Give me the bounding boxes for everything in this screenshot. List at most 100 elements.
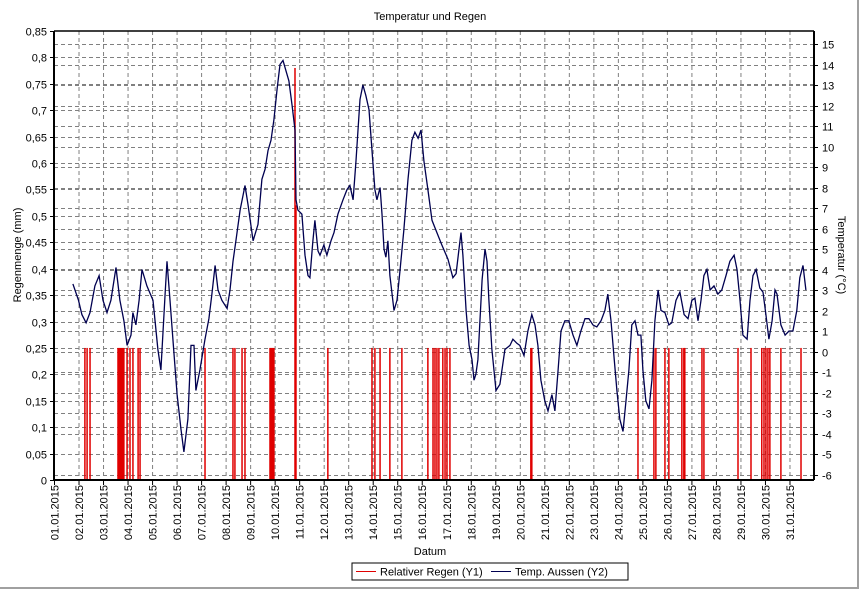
rain-bar: [379, 347, 381, 480]
x-tick-label: 04.01.2015: [123, 485, 135, 540]
x-tick-label: 09.01.2015: [246, 485, 258, 540]
axes: 01.01.2015 02.01.2015 03.01.2015 04.01.2015…: [26, 27, 835, 541]
x-tick-label: 19.01.2015: [491, 485, 503, 540]
x-tick-label: 11.01.2015: [295, 485, 307, 539]
grid: [54, 31, 814, 480]
rain-bar: [232, 347, 234, 480]
x-tick-label: 23.01.2015: [589, 485, 601, 540]
rain-bar: [664, 347, 666, 480]
x-tick-label: 16.01.2015: [417, 485, 429, 540]
x-tick-label: 31.01.2015: [785, 485, 797, 540]
rain-bar: [530, 347, 532, 480]
x-tick-label: 28.01.2015: [711, 485, 723, 540]
x-tick-label: 27.01.2015: [687, 485, 699, 540]
y2-tick-label: 5: [822, 245, 828, 257]
rain-bar: [750, 347, 752, 480]
y2-tick-label: 11: [822, 122, 833, 134]
x-tick-label: 14.01.2015: [368, 485, 380, 540]
y2-tick-label: 14: [822, 61, 834, 73]
rain-bar: [800, 347, 802, 480]
rain-bar: [653, 347, 655, 480]
rain-bar: [765, 347, 767, 480]
rain-bar: [272, 347, 274, 480]
x-tick-label: 29.01.2015: [736, 485, 748, 540]
rain-bar: [374, 347, 376, 480]
legend: Relativer Regen (Y1) Temp. Aussen (Y2): [351, 562, 629, 581]
y2-tick-label: 2: [822, 307, 828, 319]
y2-tick-label: -5: [822, 450, 832, 462]
rain-bar: [234, 347, 236, 480]
y2-tick-label: 3: [822, 286, 828, 298]
x-tick-label: 26.01.2015: [662, 485, 674, 540]
rain-bar: [442, 347, 444, 480]
rain-bar: [763, 347, 765, 480]
y2-tick-label: 1: [822, 327, 828, 339]
rain-bar: [120, 347, 122, 480]
x-tick-label: 25.01.2015: [638, 485, 650, 540]
rain-bar: [761, 347, 763, 480]
y2-tick-label: 7: [822, 204, 828, 216]
x-tick-label: 24.01.2015: [613, 485, 625, 540]
y1-tick-label: 0,45: [26, 238, 47, 250]
rain-bar: [637, 347, 639, 480]
y2-tick-label: 8: [822, 184, 828, 196]
y1-tick-label: 0,85: [26, 27, 47, 39]
x-tick-label: 15.01.2015: [393, 485, 405, 540]
rain-bar: [269, 347, 271, 480]
y1-tick-label: 0,5: [32, 212, 47, 224]
rain-bar: [121, 347, 123, 480]
rain-bar: [668, 347, 670, 480]
y2-axis-label: Temperatur (°C): [835, 216, 847, 294]
rain-bar: [117, 347, 119, 480]
rain-bar: [767, 347, 769, 480]
rain-bar: [294, 67, 296, 480]
x-tick-label: 06.01.2015: [172, 485, 184, 540]
rain-bar: [89, 347, 91, 480]
y1-tick-label: 0,55: [26, 185, 47, 197]
y2-tick-label: -2: [822, 389, 832, 401]
rain-bar: [531, 347, 533, 480]
x-axis-label: Datum: [414, 546, 446, 558]
rain-bar: [122, 347, 124, 480]
x-tick-label: 30.01.2015: [760, 485, 772, 540]
rain-bar: [434, 347, 436, 480]
y1-tick-label: 0,3: [32, 318, 47, 330]
rain-bar: [137, 347, 139, 480]
y2-tick-label: -4: [822, 430, 832, 442]
x-tick-label: 22.01.2015: [564, 485, 576, 540]
x-tick-label: 17.01.2015: [442, 485, 454, 540]
y1-tick-label: 0,25: [26, 344, 47, 356]
x-tick-label: 10.01.2015: [270, 485, 282, 540]
rain-bar: [444, 347, 446, 480]
y2-tick-label: 13: [822, 81, 834, 93]
y2-tick-label: -1: [822, 368, 832, 380]
y1-tick-label: 0,8: [32, 53, 47, 65]
rain-bar: [703, 347, 705, 480]
rain-bar: [681, 347, 683, 480]
rain-bar: [780, 347, 782, 480]
rain-bar: [449, 347, 451, 480]
rain-bar: [86, 347, 88, 480]
rain-bar: [436, 347, 438, 480]
y2-tick-label: 6: [822, 225, 828, 237]
x-tick-label: 21.01.2015: [540, 485, 552, 540]
y1-tick-label: 0: [41, 476, 47, 488]
rain-bar: [295, 205, 297, 481]
y1-tick-label: 0,2: [32, 370, 47, 382]
y1-tick-label: 0,6: [32, 159, 47, 171]
y1-tick-label: 0,4: [32, 265, 47, 277]
rain-bar: [432, 347, 434, 480]
rain-bar: [204, 347, 206, 480]
rain-bar: [139, 347, 141, 480]
rain-bar: [427, 347, 429, 480]
y2-tick-label: 10: [822, 143, 834, 155]
y1-tick-label: 0,1: [32, 423, 47, 435]
chart-title: Temperatur und Regen: [374, 11, 487, 23]
y2-tick-label: 4: [822, 266, 828, 278]
x-tick-label: 12.01.2015: [319, 485, 331, 540]
rain-bar: [273, 347, 275, 480]
y1-tick-label: 0,35: [26, 291, 47, 303]
y2-tick-label: 0: [822, 348, 828, 360]
legend-temp-label: Temp. Aussen (Y2): [515, 567, 608, 579]
